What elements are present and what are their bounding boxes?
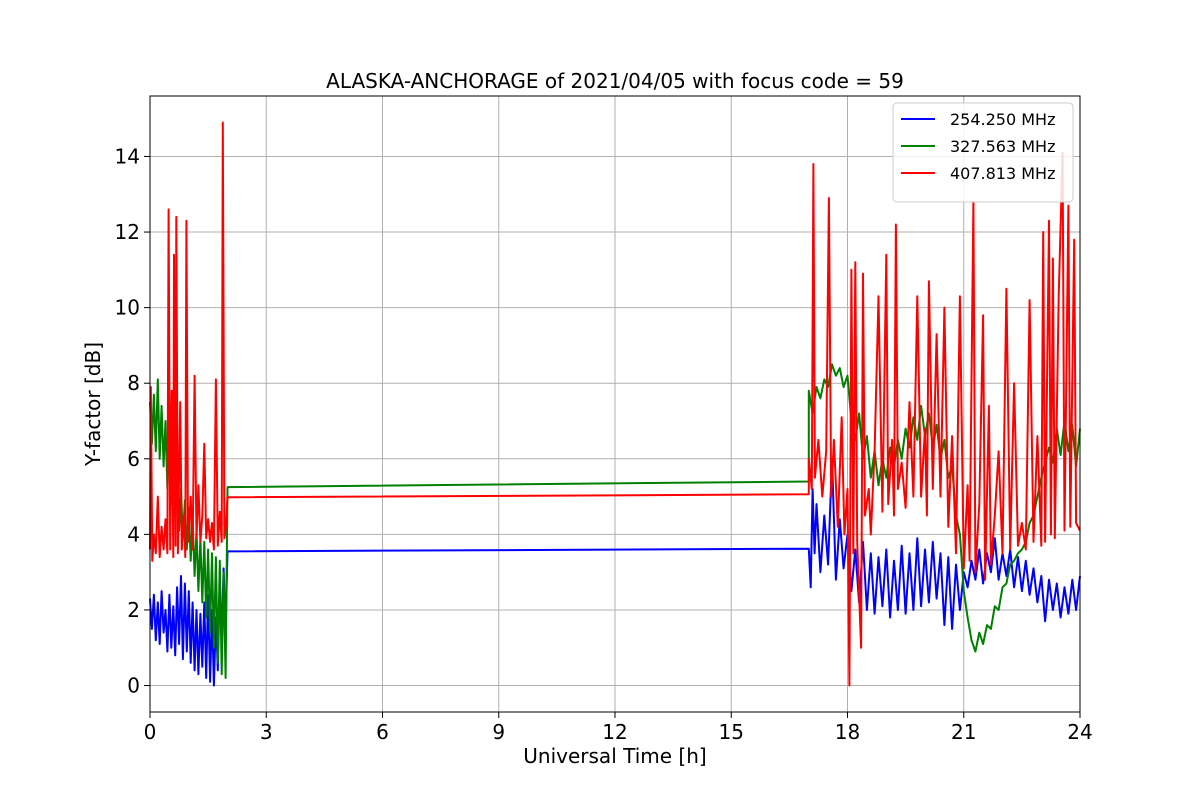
- legend: 254.250 MHz 327.563 MHz 407.813 MHz: [892, 102, 1074, 203]
- legend-entry: 407.813 MHz: [950, 164, 1055, 183]
- y-tick-label: 8: [127, 371, 140, 395]
- y-tick-label: 4: [127, 522, 140, 546]
- x-tick-label: 0: [144, 720, 157, 744]
- y-tick-label: 6: [127, 447, 140, 471]
- x-tick-label: 24: [1067, 720, 1092, 744]
- series-group: [149, 121, 1081, 687]
- y-tick-label: 10: [115, 296, 140, 320]
- legend-box: [892, 102, 1074, 203]
- y-tick-label: 0: [127, 674, 140, 698]
- legend-entry: 327.563 MHz: [950, 137, 1055, 156]
- y-tick-label: 12: [115, 220, 140, 244]
- y-tick-label: 2: [127, 598, 140, 622]
- x-tick-label: 21: [951, 720, 976, 744]
- y-tick-label: 14: [115, 144, 140, 168]
- x-tick-label: 9: [492, 720, 505, 744]
- x-tick-label: 18: [835, 720, 860, 744]
- x-tick-label: 15: [719, 720, 744, 744]
- y-axis-label: Y-factor [dB]: [81, 342, 105, 467]
- x-tick-label: 12: [602, 720, 627, 744]
- series-line-3: [149, 121, 1081, 687]
- legend-entry: 254.250 MHz: [950, 110, 1055, 129]
- x-tick-label: 3: [260, 720, 273, 744]
- x-axis-label: Universal Time [h]: [523, 744, 706, 768]
- chart-title: ALASKA-ANCHORAGE of 2021/04/05 with focu…: [326, 69, 904, 93]
- x-tick-label: 6: [376, 720, 389, 744]
